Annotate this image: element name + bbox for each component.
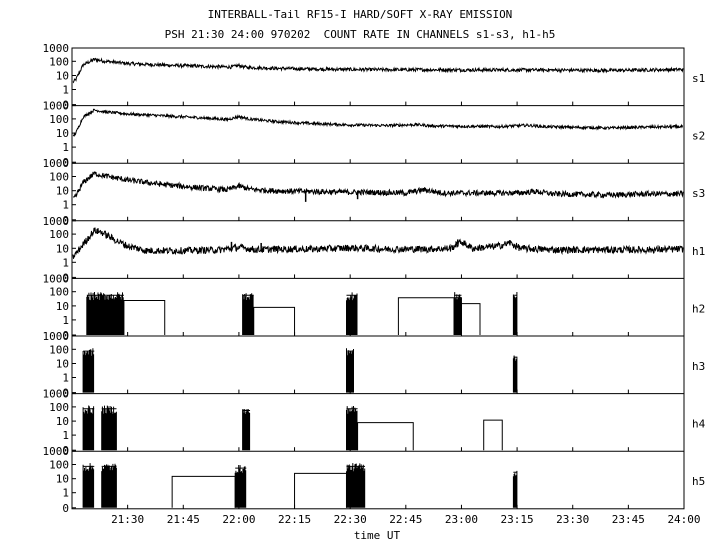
y-tick-label: 10 xyxy=(56,300,69,313)
panel-label-s3: s3 xyxy=(692,187,705,200)
x-tick-label: 21:30 xyxy=(111,513,144,526)
y-tick-label: 1 xyxy=(62,256,69,269)
burst-h4 xyxy=(243,409,250,450)
y-tick-label: 1000 xyxy=(43,388,70,401)
x-tick-label: 23:15 xyxy=(501,513,534,526)
y-tick-label: 100 xyxy=(49,55,69,68)
y-tick-label: 100 xyxy=(49,343,69,356)
burst-h5 xyxy=(235,465,246,508)
burst-h4 xyxy=(346,406,357,450)
y-tick-label: 1 xyxy=(62,141,69,154)
panel-label-s1: s1 xyxy=(692,72,705,85)
y-tick-label: 1000 xyxy=(43,42,70,55)
block-h2 xyxy=(254,307,295,335)
x-tick-label: 22:45 xyxy=(389,513,422,526)
y-tick-label: 10 xyxy=(56,70,69,83)
block-h2 xyxy=(461,304,480,335)
panel-label-h3: h3 xyxy=(692,360,705,373)
burst-h2 xyxy=(513,292,517,335)
panel-label-s2: s2 xyxy=(692,130,705,143)
x-tick-label: 22:15 xyxy=(278,513,311,526)
y-tick-label: 1000 xyxy=(43,330,70,343)
y-tick-label: 10 xyxy=(56,358,69,371)
y-tick-label: 100 xyxy=(49,113,69,126)
panel-label-h2: h2 xyxy=(692,302,705,315)
y-tick-label: 10 xyxy=(56,473,69,486)
y-tick-label: 100 xyxy=(49,459,69,472)
burst-h5 xyxy=(83,463,94,508)
block-h4 xyxy=(484,420,503,450)
burst-h2 xyxy=(243,293,254,335)
y-tick-label: 1 xyxy=(62,84,69,97)
block-h5 xyxy=(295,473,347,507)
series-s3 xyxy=(73,172,683,198)
x-axis-label: time UT xyxy=(0,529,720,542)
y-tick-label: 1 xyxy=(62,199,69,212)
series-h1 xyxy=(73,228,683,259)
y-tick-label: 10 xyxy=(56,415,69,428)
burst-h3 xyxy=(83,348,94,392)
burst-h2 xyxy=(454,292,461,335)
burst-h3 xyxy=(346,348,353,392)
panel-label-h5: h5 xyxy=(692,475,705,488)
x-tick-label: 23:00 xyxy=(445,513,478,526)
y-tick-label: 100 xyxy=(49,228,69,241)
block-h5 xyxy=(172,476,235,507)
y-tick-label: 1000 xyxy=(43,215,70,228)
burst-h5 xyxy=(513,471,517,508)
y-tick-label: 1 xyxy=(62,372,69,385)
burst-h4 xyxy=(83,406,94,451)
y-tick-label: 1 xyxy=(62,429,69,442)
y-tick-label: 1 xyxy=(62,314,69,327)
y-tick-label: 1 xyxy=(62,487,69,500)
series-s1 xyxy=(73,59,683,83)
x-tick-label: 22:30 xyxy=(334,513,367,526)
block-h2 xyxy=(398,298,461,335)
panel-label-h1: h1 xyxy=(692,245,705,258)
y-tick-label: 10 xyxy=(56,185,69,198)
y-tick-label: 1000 xyxy=(43,445,70,458)
y-tick-label: 100 xyxy=(49,171,69,184)
burst-h2 xyxy=(87,292,124,335)
y-tick-label: 100 xyxy=(49,401,69,414)
burst-h4 xyxy=(102,406,117,451)
y-tick-label: 0 xyxy=(62,502,69,515)
y-tick-label: 10 xyxy=(56,242,69,255)
y-tick-label: 100 xyxy=(49,286,69,299)
block-h2 xyxy=(124,301,165,335)
y-tick-label: 10 xyxy=(56,127,69,140)
x-tick-label: 23:45 xyxy=(612,513,645,526)
burst-h5 xyxy=(346,463,365,508)
y-tick-label: 1000 xyxy=(43,100,70,113)
block-h4 xyxy=(358,423,414,451)
burst-h3 xyxy=(513,356,517,393)
x-tick-label: 21:45 xyxy=(167,513,200,526)
y-tick-label: 1000 xyxy=(43,157,70,170)
x-tick-label: 22:00 xyxy=(222,513,255,526)
series-s2 xyxy=(73,109,683,136)
y-tick-label: 1000 xyxy=(43,272,70,285)
burst-h2 xyxy=(346,292,357,335)
x-tick-label: 23:30 xyxy=(556,513,589,526)
panel-label-h4: h4 xyxy=(692,418,706,431)
burst-h5 xyxy=(102,464,117,508)
x-tick-label: 24:00 xyxy=(667,513,700,526)
